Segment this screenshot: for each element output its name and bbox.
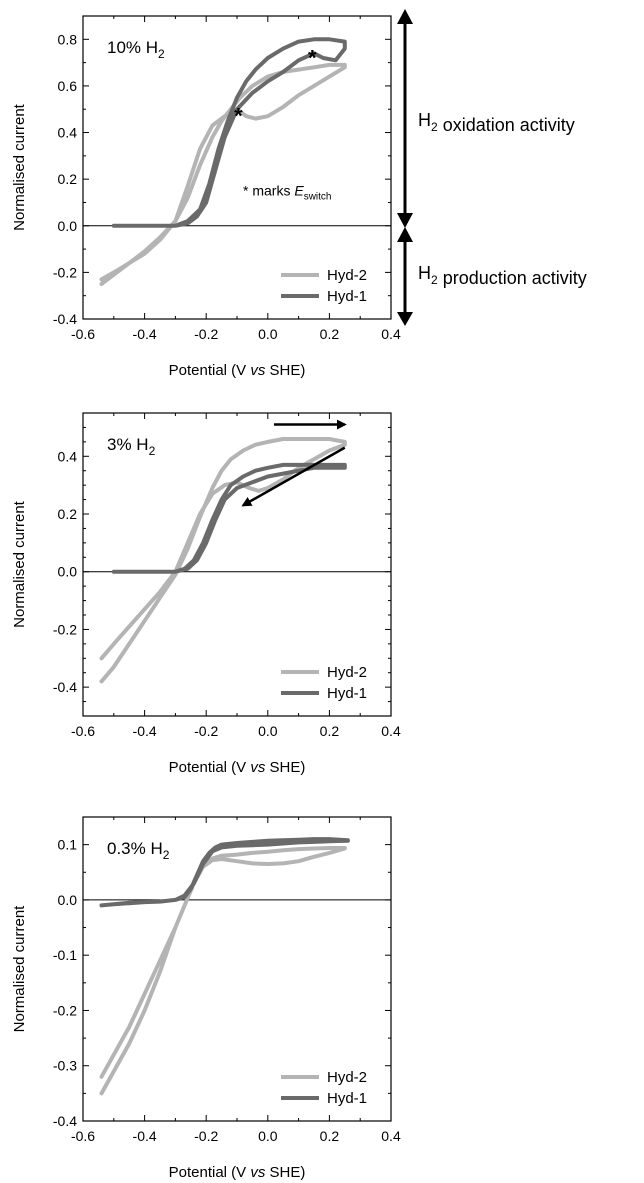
- x-tick-label: -0.4: [133, 723, 157, 739]
- oxidation-arrow-head-top: [397, 9, 413, 24]
- series-line-hyd-2: [99, 846, 347, 1096]
- switch-star-marker: *: [234, 104, 243, 129]
- x-tick-label: 0.4: [381, 723, 401, 739]
- y-tick-label: 0.0: [58, 564, 78, 580]
- x-tick-label: 0.2: [320, 1128, 340, 1144]
- legend-label-hyd-2: Hyd-2: [327, 664, 367, 681]
- y-tick-label: -0.3: [53, 1058, 77, 1074]
- y-tick-label: 0.2: [58, 506, 78, 522]
- x-tick-label: -0.4: [133, 1128, 157, 1144]
- y-tick-label: 0.4: [58, 125, 78, 141]
- x-tick-label: 0.0: [258, 1128, 278, 1144]
- y-tick-label: -0.4: [53, 311, 77, 327]
- x-tick-label: 0.0: [258, 723, 278, 739]
- y-tick-label: 0.0: [58, 892, 78, 908]
- oxidation-activity-label: H2 oxidation activity: [418, 110, 575, 135]
- y-tick-label: -0.2: [53, 264, 77, 280]
- x-tick-label: -0.6: [71, 1128, 95, 1144]
- switch-star-marker: *: [308, 45, 317, 70]
- y-tick-label: -0.2: [53, 1002, 77, 1018]
- y-tick-label: 0.6: [58, 78, 78, 94]
- y-tick-label: -0.2: [53, 621, 77, 637]
- panel-label: 3% H2: [107, 435, 156, 458]
- y-tick-label: -0.4: [53, 679, 77, 695]
- x-tick-label: 0.0: [258, 326, 278, 342]
- chart-panel-2: -0.6 -0.4 -0.2 0.0 0.2 0.4 -0.4 -0.2 0.0 0.2 0.4 Po…: [11, 412, 401, 776]
- chart-panel-1: -0.6 -0.4 -0.2 0.0 0.2 0.4-0.4-0.20.00.20.40.…: [11, 15, 401, 379]
- series-line-hyd-1: [99, 837, 350, 908]
- legend-label-hyd-2: Hyd-2: [327, 267, 367, 284]
- x-tick-label: -0.2: [194, 723, 218, 739]
- scan-direction-arrow-2: [241, 446, 346, 507]
- x-axis-title: Potential (V vs SHE): [169, 759, 306, 776]
- series-line-hyd-2: [99, 437, 347, 684]
- panel-label: 10% H2: [107, 38, 165, 61]
- x-tick-label: 0.2: [320, 326, 340, 342]
- x-tick-label: -0.4: [133, 326, 157, 342]
- x-tick-label: -0.2: [194, 326, 218, 342]
- legend-label-hyd-1: Hyd-1: [327, 288, 367, 305]
- x-tick-label: 0.4: [381, 1128, 401, 1144]
- y-tick-label: -0.1: [53, 947, 77, 963]
- y-axis-title: Normalised current: [11, 500, 28, 628]
- x-tick-label: -0.6: [71, 326, 95, 342]
- y-tick-label: 0.0: [58, 218, 78, 234]
- series-line-hyd-2: [99, 62, 347, 286]
- production-arrow-head-top: [397, 227, 413, 242]
- y-axis-title: Normalised current: [11, 103, 28, 231]
- y-tick-label: 0.1: [58, 837, 78, 853]
- x-tick-label: 0.2: [320, 723, 340, 739]
- x-axis-title: Potential (V vs SHE): [169, 1164, 306, 1181]
- x-axis-title: Potential (V vs SHE): [169, 362, 306, 379]
- production-activity-label: H2 production activity: [418, 263, 587, 288]
- y-axis-title: Normalised current: [11, 905, 28, 1033]
- oxidation-arrow-head-bottom: [397, 213, 413, 228]
- y-tick-label: -0.4: [53, 1113, 77, 1129]
- series-line-hyd-1: [111, 37, 347, 228]
- series-line-hyd-1: [111, 462, 347, 574]
- x-tick-label: -0.6: [71, 723, 95, 739]
- x-tick-label: 0.4: [381, 326, 401, 342]
- production-arrow-head-bottom: [397, 312, 413, 326]
- legend-label-hyd-1: Hyd-1: [327, 1090, 367, 1107]
- y-tick-label: 0.8: [58, 31, 78, 47]
- switch-annotation: * marks Eswitch: [243, 182, 331, 202]
- legend-label-hyd-1: Hyd-1: [327, 685, 367, 702]
- legend-label-hyd-2: Hyd-2: [327, 1069, 367, 1086]
- side-annotation: H2 oxidation activity H2 production acti…: [397, 9, 587, 326]
- x-tick-label: -0.2: [194, 1128, 218, 1144]
- y-tick-label: 0.2: [58, 171, 78, 187]
- chart-panel-3: -0.6 -0.4 -0.2 0.0 0.2 0.4-0.4-0.3-0.2-0.10.0…: [11, 816, 401, 1181]
- y-tick-label: 0.4: [58, 448, 78, 464]
- panel-label: 0.3% H2: [107, 839, 170, 862]
